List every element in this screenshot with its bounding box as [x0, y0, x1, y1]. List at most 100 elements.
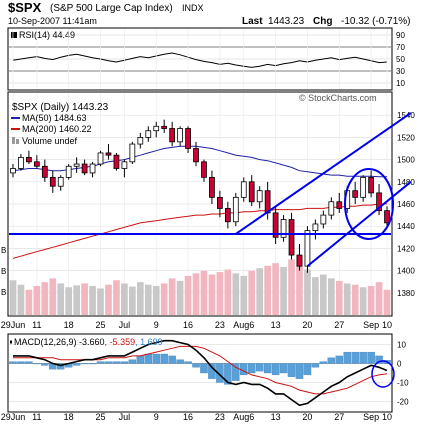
macd-tick-label: -20 [397, 398, 409, 407]
candle-body [105, 152, 112, 156]
last-label: Last [242, 16, 263, 27]
macd-label-signal: -5.359 [110, 337, 136, 347]
candle-body [193, 148, 199, 163]
macd-histogram-bar [327, 357, 336, 364]
volume-bar [144, 284, 152, 315]
candle-body [240, 181, 247, 198]
volume-bar [280, 267, 287, 315]
candle-body [121, 161, 128, 169]
macd-histogram-bar [80, 363, 89, 365]
macd-histogram-bar [224, 363, 232, 385]
price-title: $SPX (Daily) 1443.23 [12, 102, 109, 113]
macd-y-axis: 10 0 -10 -20 [397, 341, 409, 407]
volume-bar [375, 282, 383, 315]
candle-body [296, 254, 303, 267]
candle-body [320, 214, 327, 225]
candle-body [288, 219, 295, 256]
macd-histogram-bar [255, 363, 264, 372]
candle-body [129, 143, 136, 163]
volume-bar [136, 282, 144, 315]
candle-body [177, 128, 183, 143]
x-tick-label: 27 [334, 320, 344, 330]
candle-body [18, 156, 24, 169]
macd-histogram-bar [216, 363, 224, 383]
macd-histogram-bar [343, 351, 351, 364]
macd-histogram-bar [311, 363, 320, 368]
volume-bar [121, 283, 128, 315]
x-tick-label: 25 [96, 320, 106, 330]
macd-histogram-bar [144, 353, 153, 364]
macd-histogram-bar [232, 363, 240, 381]
macd-histogram-bar [128, 359, 137, 364]
exchange: INDX [182, 3, 204, 13]
macd-histogram-bar [33, 363, 41, 365]
volume-bar [192, 273, 200, 315]
legend-ma200-label: MA(200) 1460.22 [22, 124, 92, 134]
candle-body [264, 190, 271, 214]
macd-histogram-bar [176, 359, 184, 364]
x-tick-label: 29Jun [1, 320, 26, 330]
legend-ma200: MA(200) 1460.22 [11, 124, 92, 134]
volume-bar [320, 274, 327, 315]
rsi-legend-swatch [11, 32, 17, 38]
volume-axis: B B B [1, 246, 6, 297]
x-tick-label: 20 [302, 320, 312, 330]
volume-bar [17, 284, 25, 315]
volume-bar [25, 289, 33, 315]
x-tick-label: 11 [32, 320, 41, 330]
x-tick-label: Jul [119, 320, 131, 330]
x-tick-label: 9 [154, 320, 159, 330]
legend-ma50-label: MA(50) 1484.63 [22, 113, 87, 123]
price-y-axis: 154015201500148014601440142014001380 [397, 111, 415, 298]
x-axis-price: 29Jun 11 18 25 Jul 9 16 23 Aug6 13 20 27 Sep 10 [1, 320, 392, 330]
volume-bar [232, 273, 240, 315]
highlight-circle [344, 168, 394, 240]
x-tick-label: 10 [382, 320, 392, 330]
volume-bar [208, 274, 216, 315]
macd-histogram-bar [247, 363, 256, 374]
volume-bar [152, 285, 160, 315]
macd-histogram-bar [351, 351, 359, 364]
macd-histogram-bar [375, 355, 383, 364]
volume-axis-label: B [1, 288, 6, 297]
volume-bar [168, 278, 176, 315]
candle-body [169, 128, 176, 143]
symbol: $SPX [8, 0, 42, 15]
candle-body [256, 190, 263, 203]
candle-body [113, 154, 120, 169]
candlesticks [10, 119, 390, 273]
volume-bars [9, 255, 391, 315]
volume-bar [41, 282, 49, 315]
x-tick-label: Sep [363, 320, 379, 330]
macd-histogram-bar [359, 351, 367, 364]
volume-bar [296, 255, 303, 315]
macd-tick-label: -10 [397, 379, 409, 388]
candle-body [33, 161, 40, 167]
candle-body [360, 176, 367, 198]
datetime: 10-Sep-2007 11:41am [8, 16, 97, 26]
volume-bar [367, 285, 375, 315]
volume-bar [184, 275, 192, 315]
macd-histogram-bar [160, 353, 168, 364]
candle-body [145, 130, 152, 138]
chg-label: Chg [313, 16, 332, 27]
macd-histogram-bar [240, 363, 248, 376]
price-tick-label: 1520 [397, 133, 415, 142]
macd-tick-label: 10 [397, 341, 406, 350]
last-value: 1443.23 [268, 16, 305, 27]
rsi-label: RSI(14) 44.49 [19, 30, 75, 40]
candle-body [49, 176, 56, 187]
x-tick-label: 10 [382, 412, 392, 422]
macd-histogram-bar [200, 363, 208, 374]
volume-bar [383, 289, 391, 315]
candle-body [272, 212, 279, 238]
volume-axis-label: B [1, 246, 6, 255]
price-tick-label: 1380 [397, 289, 415, 298]
volume-bar [304, 269, 311, 315]
macd-signal-line [13, 345, 388, 395]
x-tick-label: 11 [32, 412, 41, 422]
volume-bar [288, 259, 295, 315]
candle-body [232, 196, 239, 223]
volume-bar [73, 285, 80, 315]
